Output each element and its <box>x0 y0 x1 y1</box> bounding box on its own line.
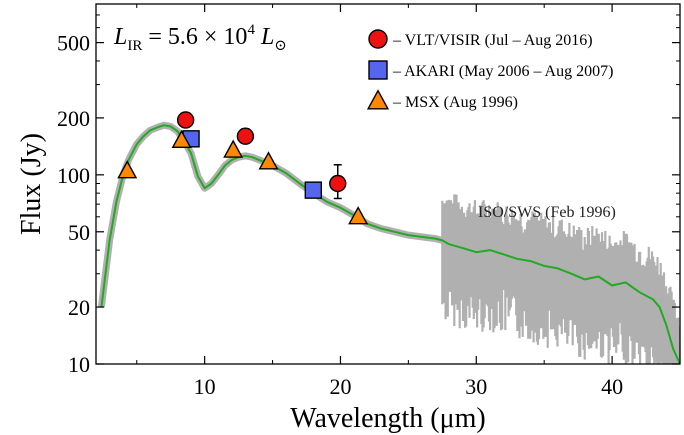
triangle-data-point <box>223 139 244 158</box>
spectrum-noise-band <box>441 194 680 364</box>
legend-triangle-marker <box>366 89 390 110</box>
axis-ticks: 10 20 30 40 10 20 50 100 200 500 <box>57 4 681 399</box>
legend: – VLT/VISIR (Jul – Aug 2016) – AKARI (May… <box>366 29 613 111</box>
spectrum-line <box>100 124 680 364</box>
x-tick-label: 40 <box>601 374 623 399</box>
triangle-data-point <box>258 151 279 170</box>
plot-frame <box>95 3 681 365</box>
y-tick-label: 50 <box>68 220 90 245</box>
y-axis-label: Flux (Jy) <box>16 133 47 235</box>
square-data-point <box>304 181 323 199</box>
spectrum-label: ISO/SWS (Feb 1996) <box>478 204 616 221</box>
y-tick-label: 200 <box>57 106 90 131</box>
luminosity-annotation: LIR = 5.6 × 104 L⊙ <box>113 22 287 54</box>
legend-square-marker <box>368 60 388 80</box>
y-tick-label: 20 <box>68 295 90 320</box>
triangle-data-point <box>171 129 192 149</box>
triangle-data-point <box>348 206 369 225</box>
legend-label: – MSX (Aug 1996) <box>392 94 518 111</box>
x-tick-label: 30 <box>465 374 487 399</box>
x-axis-label: Wavelength (μm) <box>290 403 485 434</box>
circle-data-point <box>236 127 255 145</box>
legend-circle-marker <box>368 29 388 49</box>
x-tick-label: 10 <box>194 374 216 399</box>
legend-label: – VLT/VISIR (Jul – Aug 2016) <box>392 32 593 49</box>
y-tick-label: 100 <box>57 163 90 188</box>
spectrum-noise-strokes <box>441 194 680 364</box>
circle-data-point <box>176 111 195 129</box>
triangle-data-point <box>117 160 138 179</box>
y-tick-label: 500 <box>57 31 90 56</box>
legend-label: – AKARI (May 2006 – Aug 2007) <box>392 63 613 80</box>
y-tick-label: 10 <box>68 352 90 377</box>
circle-data-point <box>329 174 347 193</box>
x-tick-label: 20 <box>329 374 351 399</box>
